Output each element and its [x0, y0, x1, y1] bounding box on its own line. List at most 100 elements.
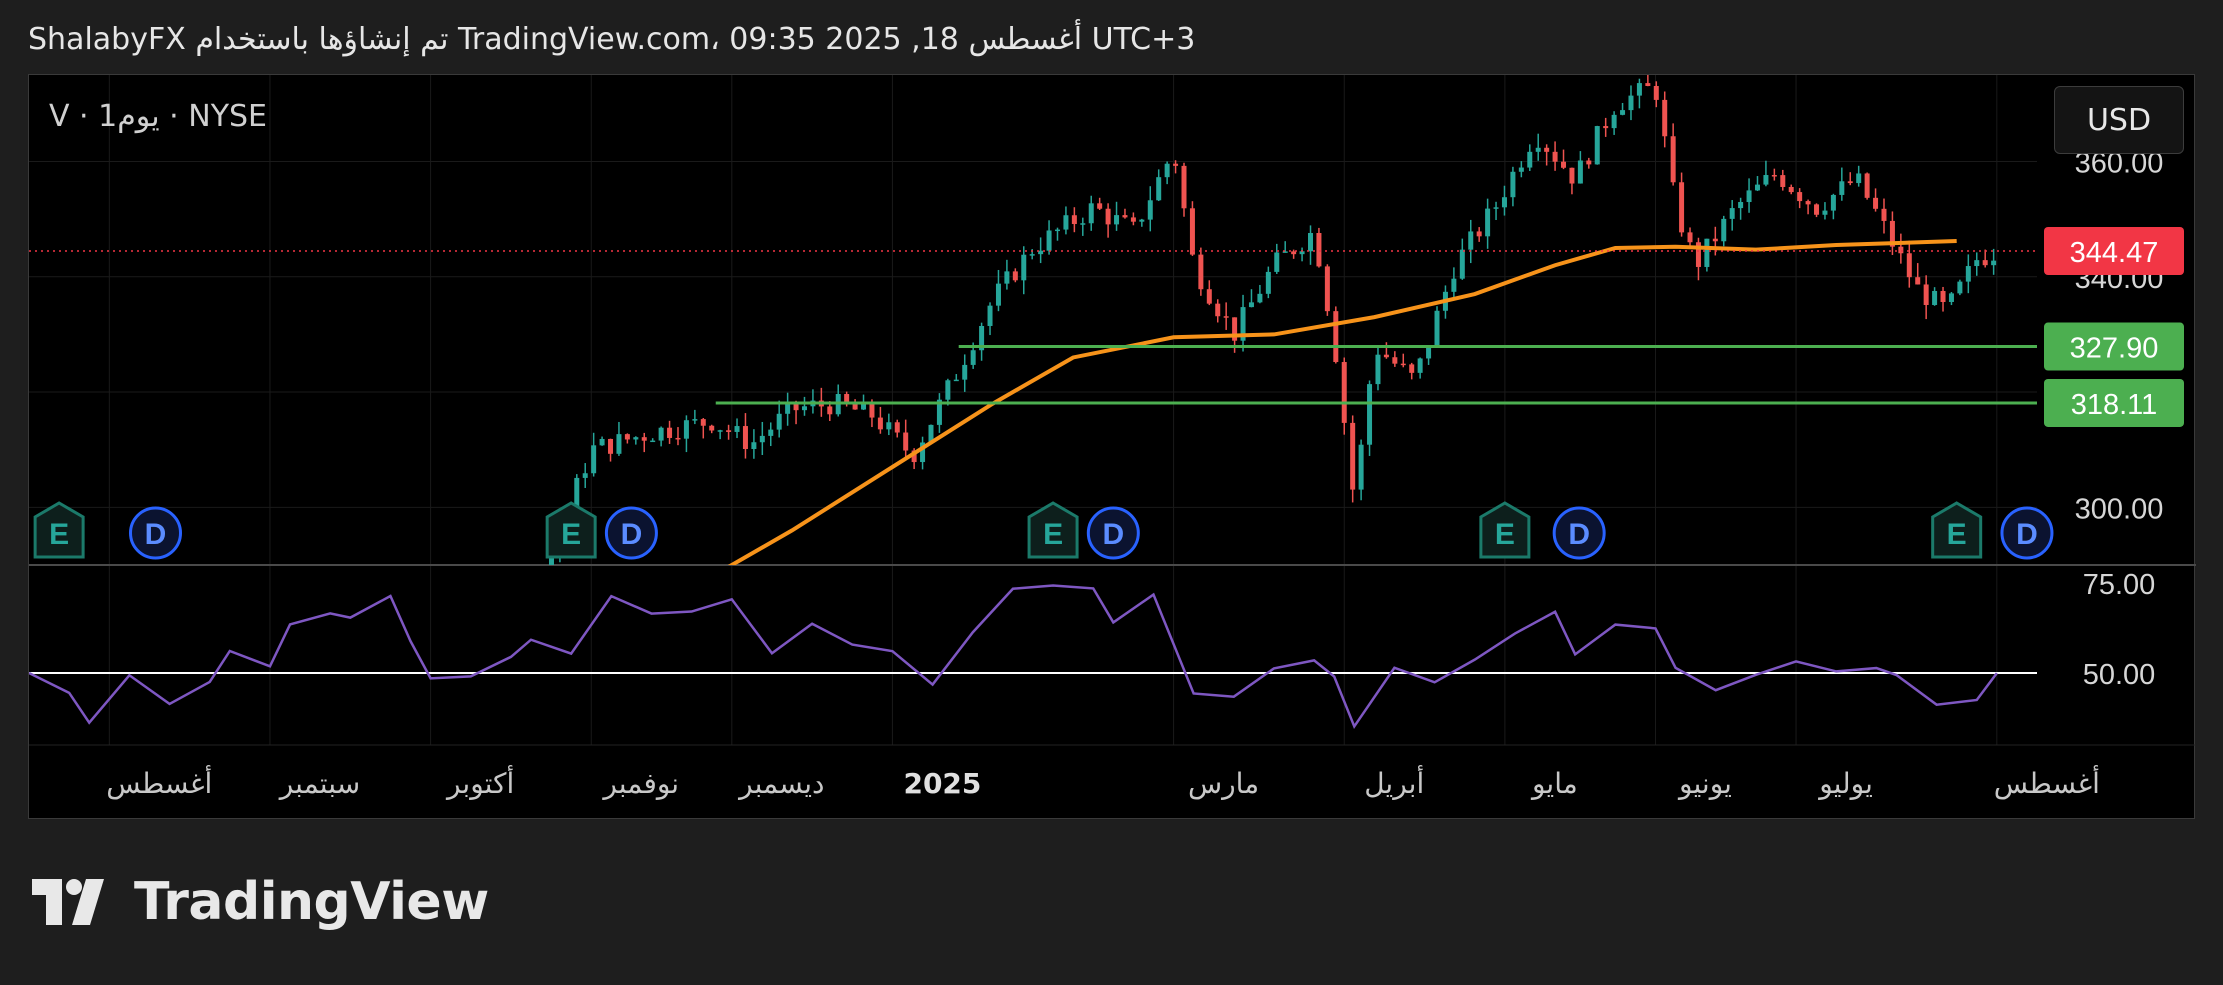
candle [313, 602, 318, 627]
candle [936, 393, 942, 433]
time-axis-label: 2025 [903, 767, 981, 800]
candle [330, 588, 335, 607]
support-price-tag: 318.11 [2071, 389, 2158, 421]
candle [608, 438, 614, 462]
candle [1670, 123, 1676, 186]
candle [1012, 268, 1018, 283]
time-axis-label: أبريل [1364, 764, 1424, 800]
current-price-tag-bg [2044, 226, 2184, 275]
candle [751, 429, 757, 459]
chart-container[interactable]: 360.00 340.00 300.00 344.47 327.90 318.11 E D E D… [28, 74, 2196, 820]
dividend-event-icon [129, 506, 183, 560]
candle [1341, 357, 1347, 435]
dividend-event-icon [604, 506, 658, 560]
candle [1594, 125, 1600, 165]
time-axis-label: يونيو [1677, 767, 1732, 800]
candle [776, 400, 782, 438]
event-label: D [145, 518, 167, 551]
candle [473, 586, 478, 597]
candle [1038, 237, 1044, 264]
candle [658, 426, 664, 447]
candle [1873, 188, 1879, 212]
moving-average-line [727, 239, 1957, 565]
candle [1426, 345, 1432, 365]
event-label: D [2016, 518, 2038, 551]
tradingview-logo[interactable]: TradingView [32, 872, 489, 932]
candle [1409, 362, 1415, 380]
candle [1215, 299, 1221, 323]
candle [1240, 294, 1246, 352]
chart-header-text: ShalabyFX تم إنشاؤها باستخدام TradingVie… [28, 22, 1196, 57]
candle [288, 603, 293, 613]
candle [439, 596, 444, 601]
candle [1468, 219, 1474, 264]
candle [734, 418, 740, 439]
candle [431, 596, 436, 604]
rsi-axis-tick: 50.00 [2083, 659, 2156, 691]
candle [1417, 357, 1423, 379]
candle [548, 552, 554, 565]
candle [1746, 178, 1752, 213]
candle [1915, 263, 1921, 285]
candle [515, 586, 520, 616]
candle [1636, 78, 1642, 109]
current-price-tag: 344.47 [2070, 237, 2159, 269]
candle [1788, 184, 1794, 195]
candle [1198, 247, 1204, 296]
candle [1434, 306, 1440, 346]
candle [296, 605, 301, 622]
candle [1729, 200, 1735, 231]
candle [490, 583, 495, 608]
candle [1248, 289, 1254, 308]
candle [1814, 203, 1820, 218]
candle [507, 572, 512, 598]
candle [616, 421, 622, 456]
candle [524, 604, 529, 620]
candle [1552, 141, 1558, 171]
candle [1282, 241, 1288, 253]
candle [920, 436, 926, 470]
candle [1982, 249, 1988, 268]
candle [877, 406, 883, 434]
candle [768, 422, 774, 447]
candle [1400, 353, 1406, 368]
candle [1948, 291, 1954, 306]
candle [1375, 345, 1381, 391]
event-label: E [561, 518, 581, 551]
candle [742, 413, 748, 459]
candle [1754, 176, 1760, 192]
dividend-event-icon [1086, 506, 1140, 560]
candle [1046, 220, 1052, 255]
candle [785, 392, 791, 426]
tradingview-logo-icon [32, 879, 104, 925]
candle [1097, 197, 1103, 210]
candle [835, 384, 841, 417]
candle [633, 436, 639, 445]
currency-button[interactable]: USD [2054, 86, 2184, 154]
candle [1054, 227, 1060, 241]
candle [641, 432, 647, 453]
candle [1586, 157, 1592, 169]
candle [1139, 218, 1145, 227]
candle [1164, 161, 1170, 185]
candle [1653, 81, 1659, 108]
candle [810, 389, 816, 414]
candle [1645, 75, 1651, 87]
candle [1383, 342, 1389, 359]
event-label: D [1568, 518, 1590, 551]
candle [1333, 306, 1339, 364]
support-price-tag-bg [2044, 378, 2184, 427]
time-axis-label: مايو [1530, 767, 1578, 800]
candle [1367, 380, 1373, 456]
candle [1518, 161, 1524, 178]
candle [995, 269, 1001, 312]
candle [1189, 201, 1195, 256]
candle [1510, 166, 1516, 207]
candle [406, 589, 411, 620]
candle [1485, 198, 1491, 249]
candle [541, 580, 546, 599]
candle [1147, 186, 1153, 232]
candle [962, 354, 968, 392]
candle [1350, 415, 1356, 503]
